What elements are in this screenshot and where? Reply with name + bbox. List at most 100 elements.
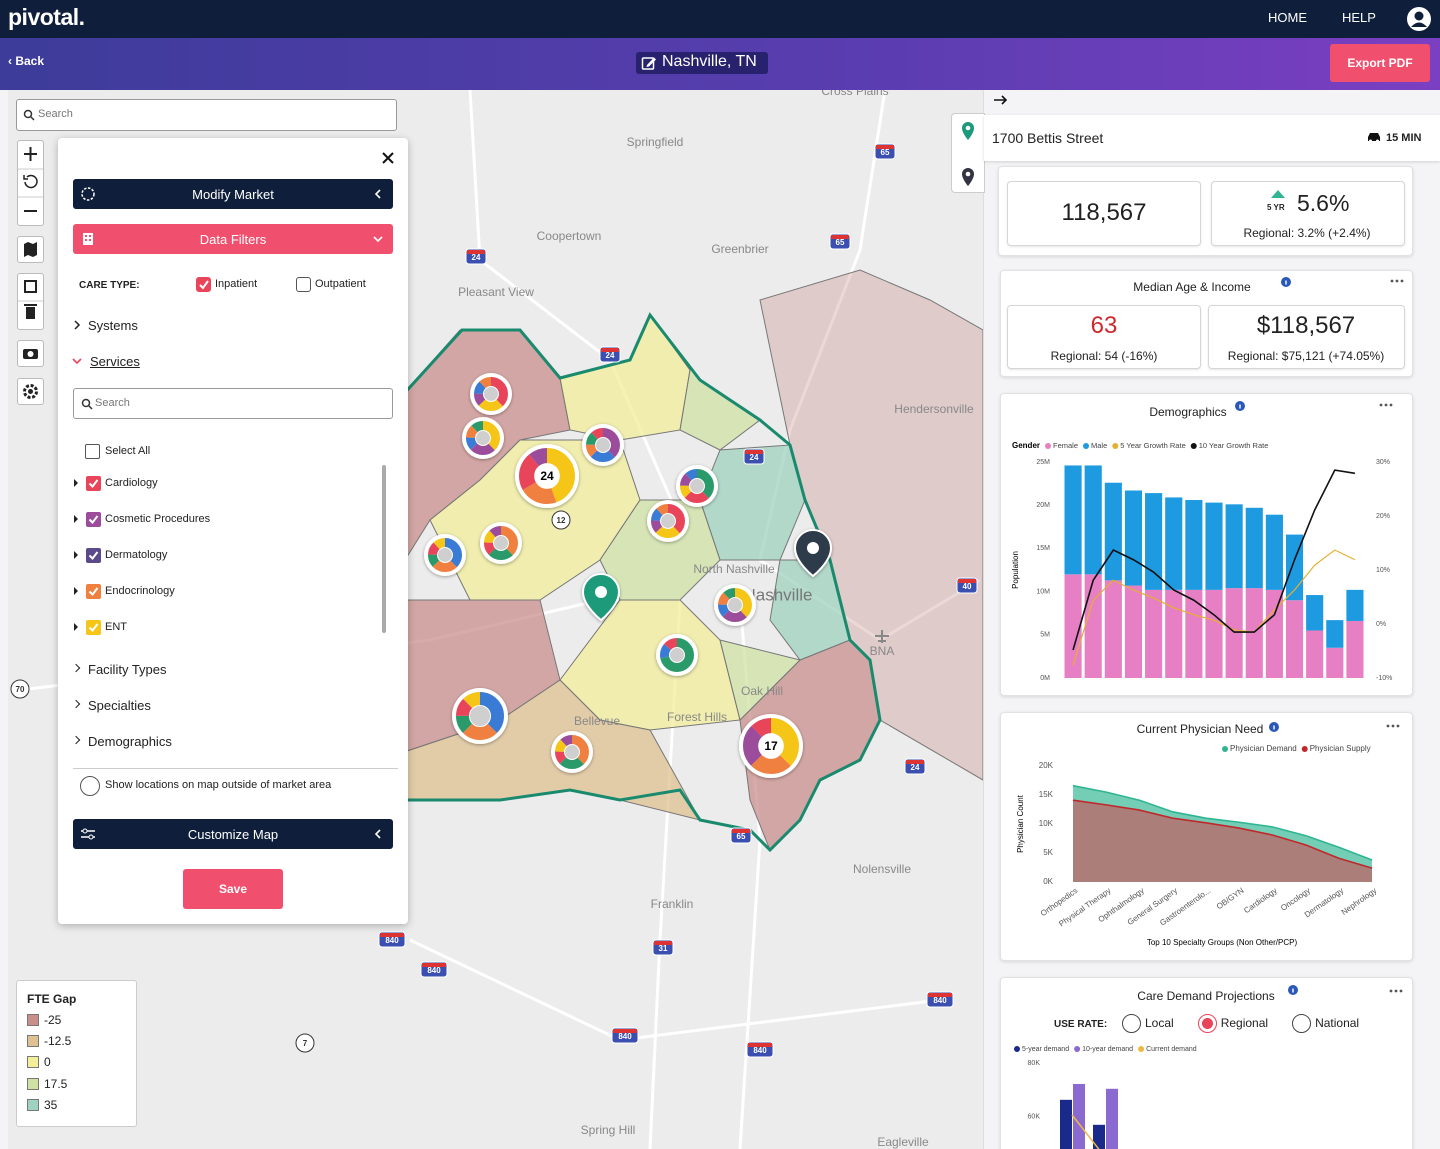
- avatar[interactable]: [1406, 6, 1432, 32]
- export-button[interactable]: Export PDF: [1330, 44, 1430, 82]
- scrollbar[interactable]: [382, 465, 386, 633]
- screenshot-button[interactable]: [17, 340, 44, 367]
- sliders-icon: [81, 828, 95, 840]
- map-layers-button[interactable]: [17, 236, 44, 263]
- checkbox[interactable]: [296, 277, 311, 292]
- chevron-down: [72, 358, 82, 365]
- customize-map-bar[interactable]: Customize Map: [73, 819, 393, 849]
- services-section[interactable]: Services: [90, 354, 140, 369]
- y-axis-label: Population: [1011, 551, 1020, 589]
- settings-button[interactable]: [17, 378, 44, 405]
- marker-segment: [651, 503, 686, 538]
- facility-marker[interactable]: [714, 584, 756, 626]
- address-bar: [984, 115, 1440, 161]
- marker-segment: [680, 468, 715, 503]
- cluster-marker[interactable]: 24: [515, 444, 579, 508]
- bar-segment: [1104, 482, 1122, 581]
- card-title: Current Physician Need: [1136, 722, 1264, 736]
- place-label: Hendersonville: [894, 402, 974, 416]
- legend-swatch: [27, 1035, 39, 1048]
- search-placeholder: Search: [38, 108, 73, 120]
- legend-swatch: [27, 1014, 39, 1026]
- route-number: 65: [836, 238, 845, 247]
- service-checkbox[interactable]: [86, 584, 101, 599]
- facility-marker[interactable]: [470, 373, 512, 415]
- zoom-controls[interactable]: [17, 140, 44, 226]
- route-number: 840: [933, 996, 947, 1005]
- nav-help[interactable]: HELP: [1342, 10, 1376, 25]
- facility-marker[interactable]: [452, 688, 508, 744]
- data-filters-bar[interactable]: Data Filters: [73, 224, 393, 254]
- chevron-down: [373, 236, 383, 243]
- car-icon: [1368, 133, 1380, 143]
- facility-marker[interactable]: [582, 424, 624, 466]
- marker-segment: [555, 734, 590, 769]
- bar-segment: [1225, 504, 1243, 589]
- logo[interactable]: pivotal.: [8, 4, 85, 30]
- plot: [1060, 1083, 1118, 1149]
- cluster-marker[interactable]: 17: [739, 714, 803, 778]
- check: [88, 515, 99, 525]
- facility-marker[interactable]: [656, 634, 698, 676]
- expand-triangle: [74, 623, 78, 631]
- bar-segment: [1346, 620, 1364, 678]
- shield-top: [601, 348, 619, 352]
- collapse-arrow[interactable]: [993, 93, 1009, 107]
- legend-dot: [1074, 1046, 1081, 1052]
- outside-radio[interactable]: [80, 776, 100, 796]
- legend-dot: [1045, 443, 1051, 449]
- services-search[interactable]: [73, 388, 393, 419]
- card-title: Median Age & Income: [1133, 280, 1251, 294]
- nav-home[interactable]: HOME: [1268, 10, 1307, 25]
- y-tick-label: 60K: [1028, 1114, 1041, 1121]
- service-checkbox[interactable]: [86, 620, 101, 635]
- facility-marker[interactable]: [424, 534, 466, 576]
- close-button[interactable]: [381, 151, 395, 165]
- population-box: [1007, 181, 1201, 246]
- facility-marker[interactable]: [647, 500, 689, 542]
- y2-tick-label: 20%: [1376, 513, 1390, 520]
- radio[interactable]: [1197, 1014, 1217, 1033]
- radio[interactable]: [1122, 1014, 1141, 1033]
- marker-segment: [484, 525, 519, 560]
- filter-section[interactable]: Specialties: [88, 698, 151, 713]
- map-search[interactable]: [16, 99, 397, 131]
- top-bar: [0, 0, 1440, 38]
- facility-marker[interactable]: [480, 522, 522, 564]
- title-box[interactable]: [636, 52, 768, 74]
- radio[interactable]: [1292, 1014, 1312, 1033]
- service-checkbox[interactable]: [86, 512, 101, 527]
- x-tick-label: OB/GYN: [1215, 886, 1246, 911]
- legend-dot: [1190, 443, 1197, 449]
- draw-tools[interactable]: [17, 273, 44, 330]
- bar-segment: [1104, 580, 1122, 678]
- facility-marker[interactable]: [676, 465, 718, 507]
- facility-marker[interactable]: [551, 731, 593, 773]
- legend-label: 0: [44, 1055, 51, 1070]
- modify-market-bar[interactable]: Modify Market: [73, 179, 393, 209]
- systems-section[interactable]: Systems: [88, 318, 138, 333]
- marker-segment: [474, 376, 509, 411]
- place-label: Franklin: [651, 897, 694, 911]
- place-label: Nolensville: [853, 862, 911, 876]
- filter-section[interactable]: Demographics: [88, 734, 172, 749]
- save-button[interactable]: Save: [183, 869, 283, 909]
- y2-tick-label: -10%: [1376, 675, 1392, 682]
- marker-segment: [484, 525, 519, 560]
- shield-top: [928, 993, 952, 997]
- service-checkbox[interactable]: [86, 476, 101, 491]
- check: [88, 623, 99, 633]
- shield-top: [654, 941, 672, 945]
- select-all-checkbox[interactable]: [85, 444, 100, 459]
- marker-segment: [718, 587, 753, 622]
- legend-label: 5-year demand: [1022, 1046, 1069, 1053]
- cluster-count: 17: [764, 739, 778, 753]
- service-checkbox[interactable]: [86, 548, 101, 563]
- bar-segment: [1265, 514, 1283, 590]
- filter-section[interactable]: Facility Types: [88, 662, 167, 677]
- back-link[interactable]: ‹ Back: [8, 54, 45, 68]
- marker-center: [437, 547, 453, 563]
- facility-marker[interactable]: [462, 417, 504, 459]
- checkbox[interactable]: [196, 277, 211, 292]
